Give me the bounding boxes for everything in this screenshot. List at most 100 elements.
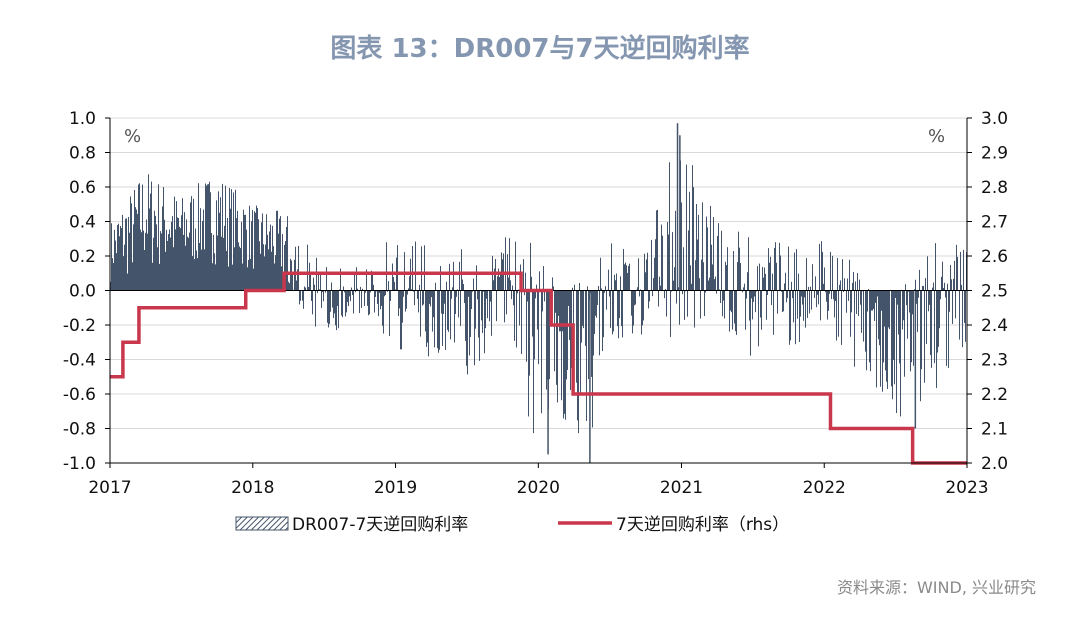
bar <box>672 232 673 291</box>
bar <box>237 210 238 291</box>
bar <box>174 196 175 291</box>
bar <box>344 290 345 293</box>
bar <box>241 221 242 291</box>
bar <box>304 286 305 291</box>
bar <box>217 235 218 291</box>
bar <box>394 281 395 291</box>
bar <box>923 285 924 291</box>
bar <box>673 280 674 291</box>
bar <box>582 290 583 326</box>
bar <box>702 202 703 291</box>
bar <box>903 290 904 321</box>
bar <box>251 221 252 291</box>
bar <box>900 290 901 417</box>
bar <box>638 258 639 291</box>
bar <box>711 244 712 291</box>
bar <box>857 272 858 291</box>
bar <box>423 290 424 305</box>
bar <box>116 253 117 291</box>
bar <box>738 231 739 291</box>
bar <box>393 277 394 291</box>
bar <box>954 260 955 291</box>
bar <box>948 290 949 368</box>
bar <box>801 290 802 297</box>
bar <box>855 281 856 291</box>
bar <box>476 265 477 291</box>
bar <box>214 253 215 291</box>
bar <box>504 290 505 323</box>
left-tick-label: 0.0 <box>69 282 96 302</box>
bar <box>499 276 500 291</box>
bar <box>654 257 655 291</box>
bar <box>356 267 357 291</box>
bar <box>569 290 570 341</box>
bar <box>535 290 536 299</box>
bar <box>378 290 379 317</box>
bar <box>858 290 859 317</box>
bar <box>203 209 204 291</box>
bar <box>380 290 381 310</box>
bar <box>791 281 792 291</box>
bar <box>602 290 603 352</box>
bar <box>282 234 283 291</box>
bar <box>338 290 339 329</box>
bar <box>473 278 474 291</box>
bar <box>737 262 738 291</box>
bar <box>384 290 385 297</box>
bar <box>905 284 906 291</box>
bar <box>144 250 145 291</box>
bar <box>945 290 946 298</box>
bar <box>482 290 483 334</box>
bar <box>112 258 113 291</box>
bar <box>668 234 669 291</box>
bar <box>747 272 748 291</box>
bar <box>914 289 915 291</box>
bar <box>127 273 128 291</box>
bar <box>916 290 917 304</box>
bar <box>870 290 871 372</box>
bar <box>832 255 833 291</box>
bar <box>350 290 351 302</box>
bar <box>812 264 813 291</box>
bar <box>371 270 372 291</box>
bar <box>917 290 918 333</box>
bar <box>250 258 251 291</box>
bar <box>811 290 812 310</box>
left-tick-label: 0.4 <box>69 213 96 233</box>
bar <box>114 229 115 291</box>
left-tick-label: 0.8 <box>69 144 96 164</box>
bar <box>949 290 950 312</box>
bar <box>307 244 308 291</box>
bar <box>459 261 460 291</box>
bar <box>619 290 620 319</box>
bar <box>676 290 677 304</box>
bar <box>523 259 524 291</box>
bar <box>400 290 401 350</box>
bar <box>287 216 288 291</box>
bar <box>417 290 418 299</box>
bar <box>611 243 612 291</box>
bar <box>561 290 562 401</box>
bar <box>608 269 609 291</box>
x-tick-label: 2019 <box>374 478 417 498</box>
bar <box>565 290 566 420</box>
bar <box>407 290 408 295</box>
bar <box>603 290 604 338</box>
bar <box>808 286 809 291</box>
bar <box>776 262 777 291</box>
bar <box>835 290 836 301</box>
bar <box>628 265 629 291</box>
bar <box>140 229 141 291</box>
bar <box>583 290 584 329</box>
bar <box>471 290 472 310</box>
bar <box>859 279 860 291</box>
bar <box>441 290 442 314</box>
bar <box>138 184 139 291</box>
bar <box>514 290 515 341</box>
bar <box>807 290 808 319</box>
bar <box>770 256 771 291</box>
bar <box>596 290 597 318</box>
bar <box>705 290 706 293</box>
bar <box>208 184 209 291</box>
bar <box>434 290 435 348</box>
